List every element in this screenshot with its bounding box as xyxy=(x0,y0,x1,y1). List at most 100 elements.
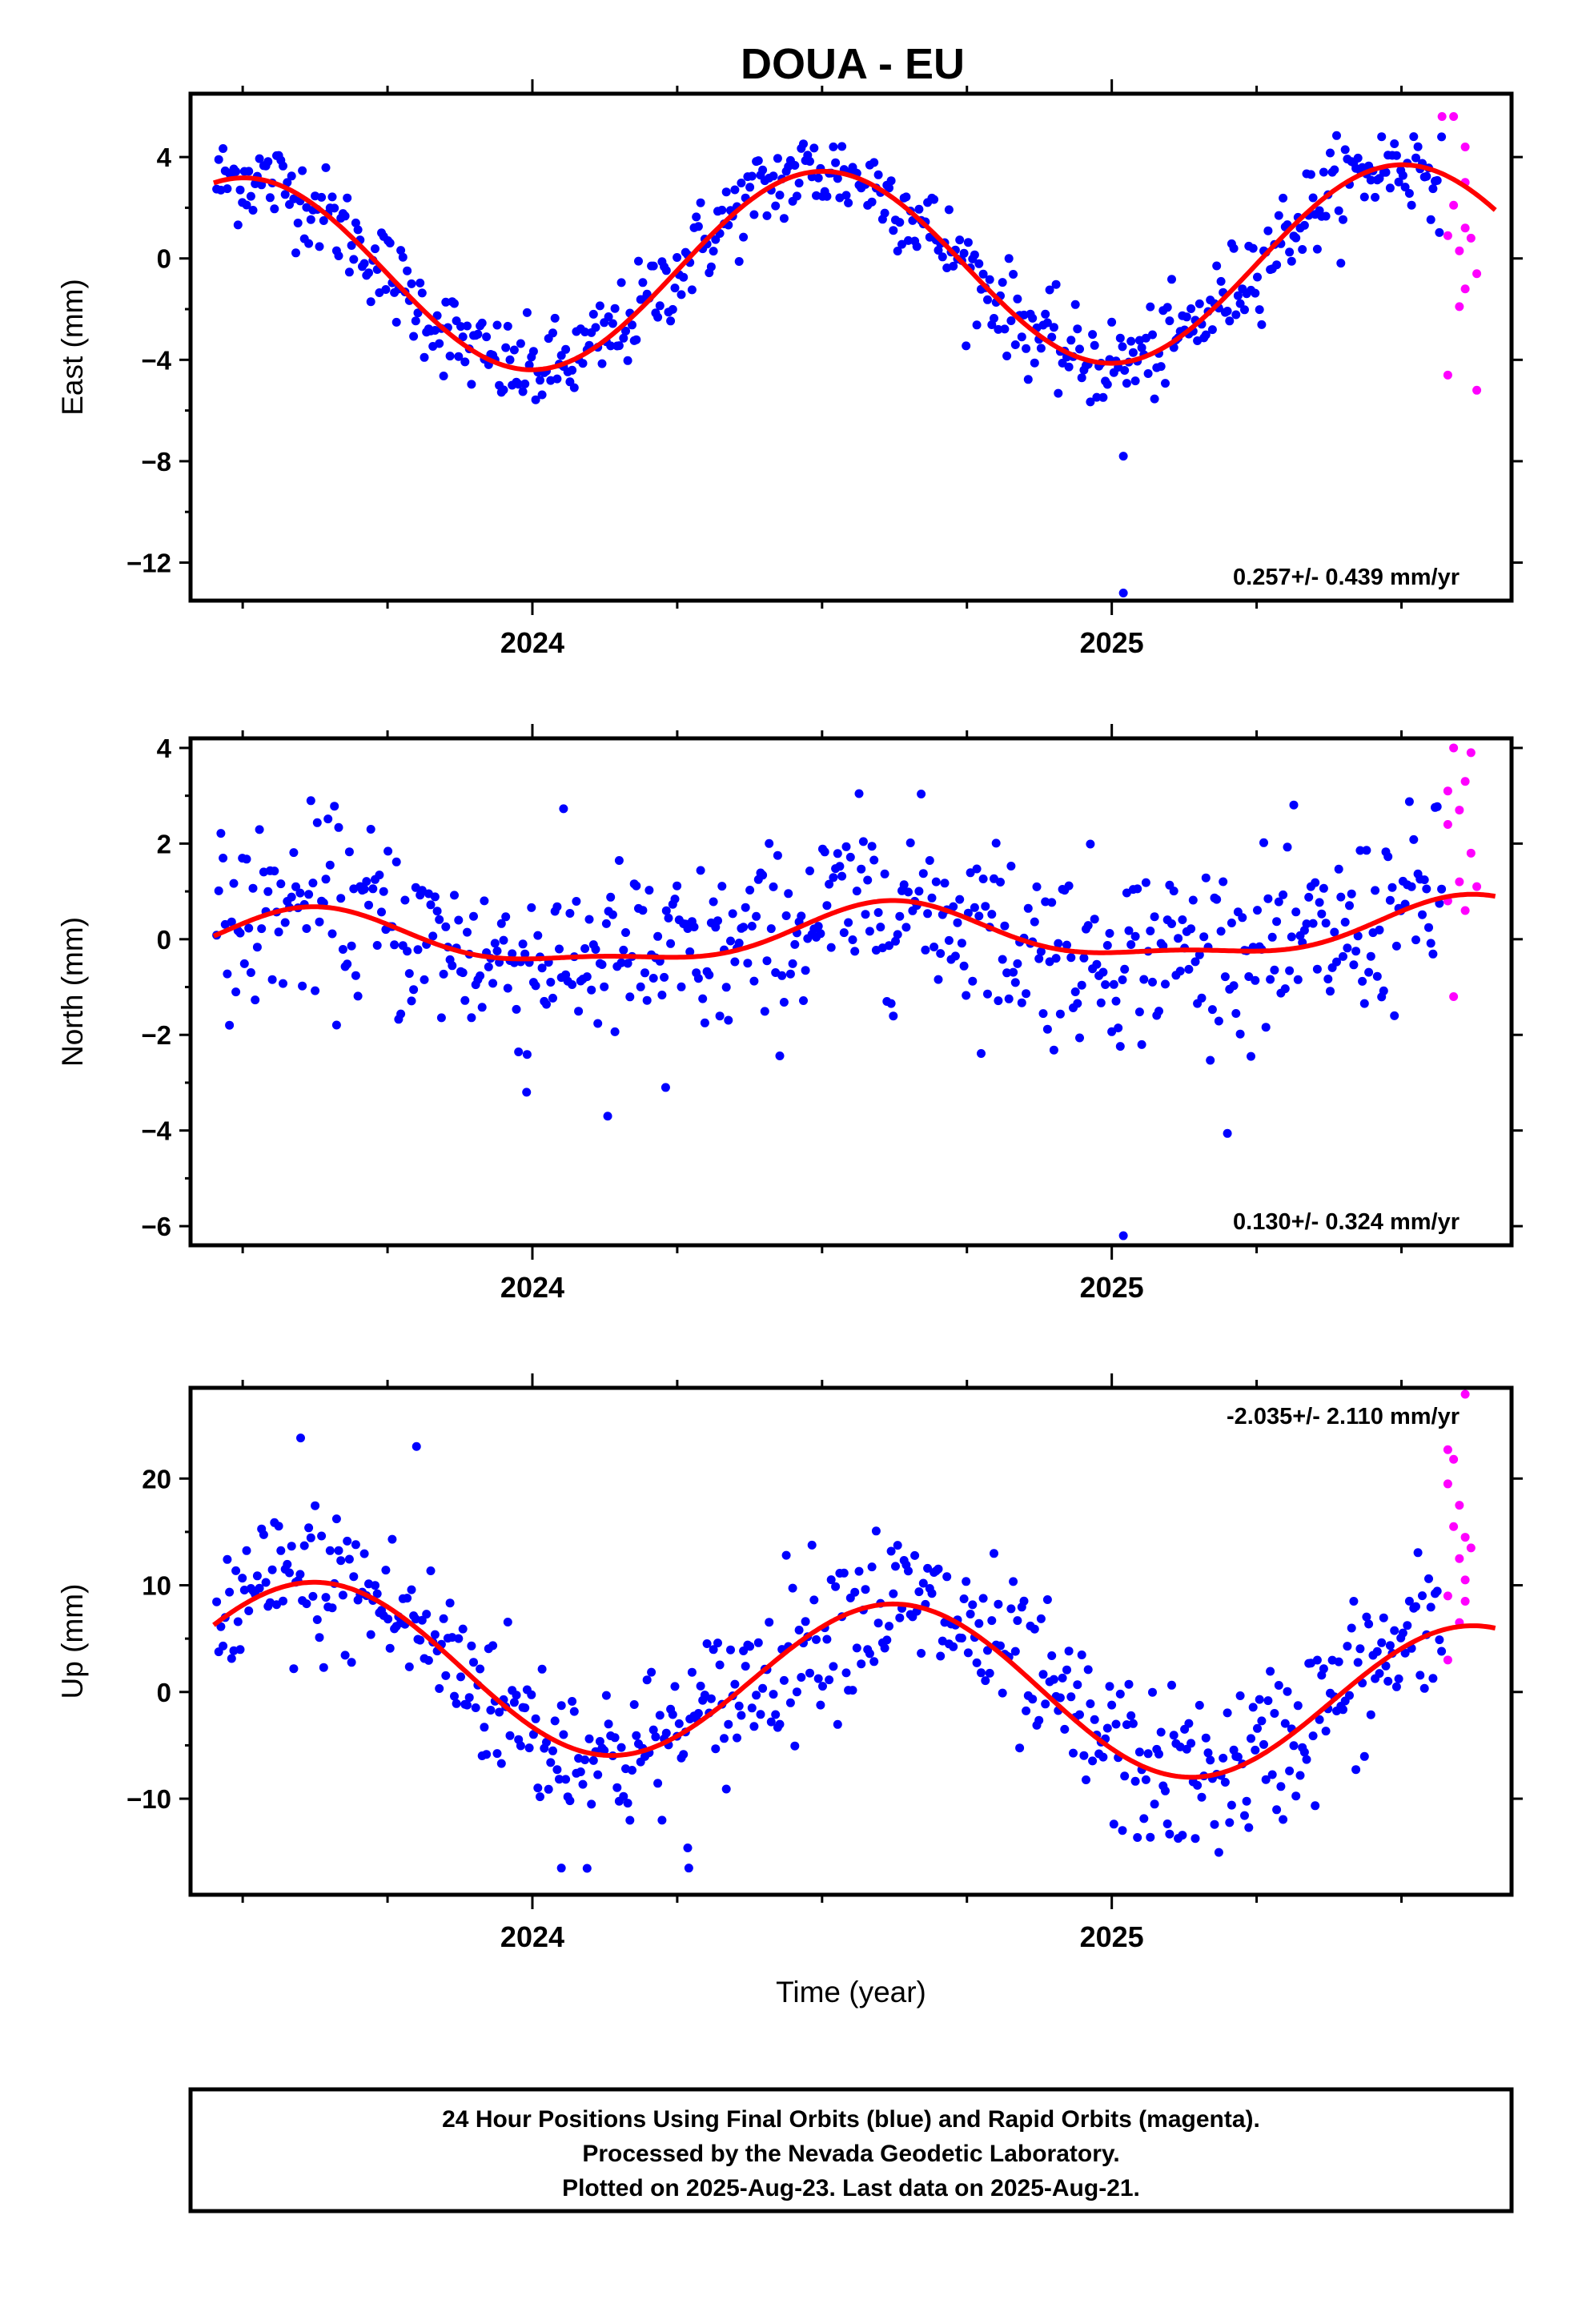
final-orbit-point xyxy=(1424,1574,1433,1583)
final-orbit-point xyxy=(1139,975,1149,984)
final-orbit-point xyxy=(416,1635,425,1645)
final-orbit-point xyxy=(359,259,369,268)
final-orbit-point xyxy=(1049,1675,1058,1684)
final-orbit-point xyxy=(1263,894,1273,903)
final-orbit-point xyxy=(291,882,300,891)
final-orbit-point xyxy=(1167,1680,1176,1690)
final-orbit-point xyxy=(1120,1771,1130,1781)
final-orbit-point xyxy=(390,940,400,950)
final-orbit-point xyxy=(1098,967,1108,977)
rapid-orbit-point xyxy=(1437,111,1447,121)
final-orbit-point xyxy=(424,1655,433,1665)
final-orbit-point xyxy=(1073,324,1082,334)
final-orbit-point xyxy=(642,995,652,1005)
final-orbit-point xyxy=(962,1577,971,1586)
final-orbit-point xyxy=(1055,1693,1065,1703)
final-orbit-point xyxy=(1028,313,1038,323)
final-orbit-point xyxy=(813,173,823,183)
final-orbit-point xyxy=(805,157,814,166)
final-orbit-point xyxy=(966,868,975,878)
final-orbit-point xyxy=(825,879,834,889)
final-orbit-point xyxy=(1315,1715,1324,1724)
final-orbit-point xyxy=(1403,1621,1412,1630)
final-orbit-point xyxy=(555,1775,564,1784)
final-orbit-point xyxy=(544,1784,553,1794)
final-orbit-point xyxy=(785,969,795,979)
final-orbit-point xyxy=(219,144,228,153)
final-orbit-point xyxy=(709,897,718,907)
final-orbit-point xyxy=(595,1737,604,1746)
final-orbit-point xyxy=(533,931,543,940)
final-orbit-point xyxy=(1349,960,1359,970)
final-orbit-point xyxy=(1182,312,1191,322)
final-orbit-point xyxy=(572,897,581,906)
final-orbit-point xyxy=(1077,373,1086,383)
final-orbit-point xyxy=(1002,352,1012,360)
final-orbit-point xyxy=(801,1617,810,1626)
rapid-orbit-point xyxy=(1443,1445,1452,1454)
final-orbit-point xyxy=(1261,1775,1271,1784)
final-orbit-point xyxy=(747,171,757,181)
final-orbit-point xyxy=(396,246,406,255)
final-orbit-point xyxy=(668,1710,677,1719)
final-orbit-point xyxy=(496,919,506,928)
final-orbit-point xyxy=(1175,967,1185,976)
final-orbit-point xyxy=(488,979,498,988)
final-orbit-point xyxy=(1295,1771,1305,1780)
final-orbit-point xyxy=(623,356,632,365)
final-orbit-point xyxy=(212,1597,222,1606)
final-orbit-point xyxy=(1114,1023,1123,1033)
final-orbit-point xyxy=(591,945,600,954)
final-orbit-point xyxy=(1266,1667,1275,1676)
final-orbit-point xyxy=(242,854,251,864)
final-orbit-point xyxy=(752,1691,761,1700)
final-orbit-point xyxy=(344,847,354,857)
rapid-orbit-point xyxy=(1466,848,1476,858)
final-orbit-point xyxy=(323,814,333,824)
final-orbit-point xyxy=(1126,940,1136,949)
final-orbit-point xyxy=(1287,932,1296,942)
final-orbit-point xyxy=(270,204,279,214)
final-orbit-point xyxy=(505,1731,515,1740)
final-orbit-point xyxy=(1351,1765,1361,1775)
final-orbit-point xyxy=(655,1711,665,1720)
final-orbit-point xyxy=(289,1664,299,1674)
final-orbit-point xyxy=(1391,1682,1401,1691)
final-orbit-point xyxy=(1156,1727,1166,1737)
final-orbit-point xyxy=(1219,1753,1228,1763)
final-orbit-point xyxy=(880,869,889,879)
velocity-label: -2.035+/- 2.110 mm/yr xyxy=(1227,1404,1460,1429)
final-orbit-point xyxy=(1055,1009,1065,1019)
final-orbit-point xyxy=(1276,1782,1286,1791)
final-orbit-point xyxy=(473,329,483,339)
final-orbit-point xyxy=(582,1864,592,1873)
final-orbit-point xyxy=(1321,1727,1331,1736)
final-orbit-point xyxy=(542,999,551,1009)
final-orbit-point xyxy=(1339,951,1347,961)
final-orbit-point xyxy=(1141,1775,1150,1784)
final-orbit-point xyxy=(726,1645,735,1655)
final-orbit-point xyxy=(1229,981,1239,991)
final-orbit-point xyxy=(745,1642,755,1651)
final-orbit-point xyxy=(660,972,669,982)
final-orbit-point xyxy=(790,939,800,949)
final-orbit-point xyxy=(1122,888,1131,898)
final-orbit-point xyxy=(910,1550,920,1560)
final-orbit-point xyxy=(820,847,829,857)
final-orbit-point xyxy=(1359,1751,1369,1761)
final-orbit-point xyxy=(850,1587,860,1597)
final-orbit-point xyxy=(1203,1748,1213,1758)
final-orbit-point xyxy=(1240,305,1249,315)
final-orbit-point xyxy=(308,1591,318,1601)
final-orbit-point xyxy=(580,1755,590,1764)
final-orbit-point xyxy=(901,923,911,932)
final-orbit-point xyxy=(435,1684,444,1693)
final-orbit-point xyxy=(1118,589,1128,598)
final-orbit-point xyxy=(623,1799,632,1808)
final-orbit-point xyxy=(801,966,810,975)
final-orbit-point xyxy=(1126,1711,1136,1720)
final-orbit-point xyxy=(1379,986,1388,995)
final-orbit-point xyxy=(644,886,654,895)
final-orbit-point xyxy=(223,184,232,194)
final-orbit-point xyxy=(934,246,943,255)
